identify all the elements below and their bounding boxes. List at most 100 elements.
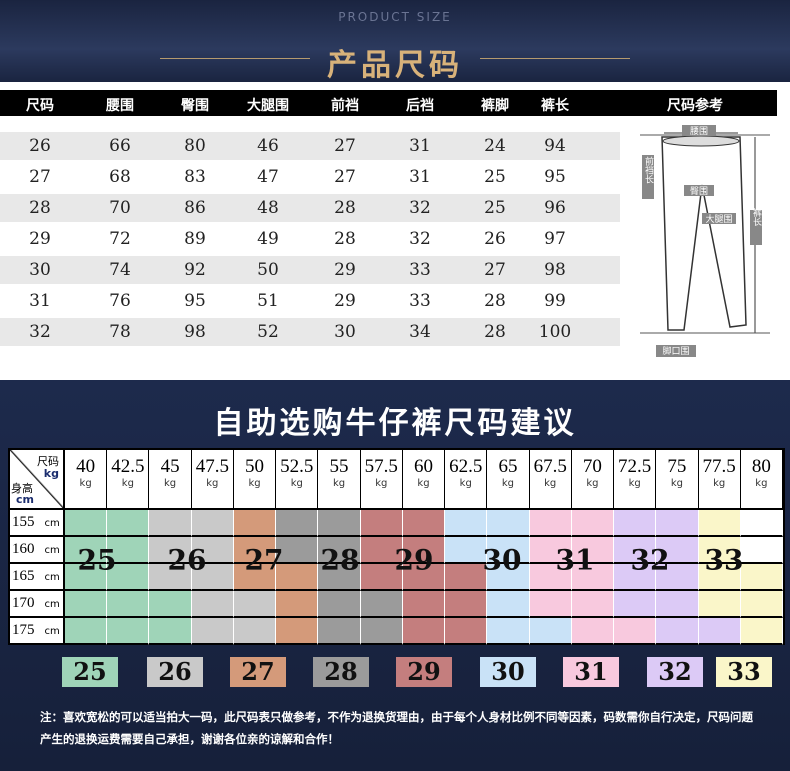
grid-cell-size-32 [614,510,657,537]
table-cell: 76 [109,291,131,311]
weight-unit: kg [670,478,683,489]
weight-unit: kg [713,478,726,489]
grid-cell-size-29 [402,564,446,591]
legend-swatch-32: 32 [647,657,703,687]
svg-text:臀围: 臀围 [690,186,708,197]
table-cell: 49 [257,229,279,249]
grid-cell-size-32 [656,537,699,564]
grid-cell-size-32 [614,537,657,564]
table-cell: 47 [257,167,279,187]
weight-value: 45 [160,456,180,477]
table-cell: 48 [257,198,279,218]
table-cell: 25 [484,167,506,187]
size-overlay-label: 32 [630,543,670,577]
grid-cell-size-26 [191,591,234,618]
size-overlay-label: 33 [704,543,744,577]
table-cell: 27 [29,167,51,187]
grid-cell-size-31 [571,537,615,564]
grid-cell-size-29 [445,564,488,591]
weight-header: 72.5 kg [614,450,657,510]
grid-cell-size-28 [318,510,361,537]
svg-text:前裆长: 前裆长 [643,155,654,184]
table-row: 27 68 83 47 27 31 25 95 [0,163,620,191]
weight-unit: kg [164,478,177,489]
grid-cell-size-none [740,510,783,537]
table-cell: 95 [184,291,206,311]
table-cell: 74 [109,260,131,280]
height-unit: cm [44,572,60,583]
height-label: 175 cm [10,618,65,645]
grid-cell-size-31 [529,564,572,591]
height-unit: cm [44,518,60,529]
grid-cell-size-32 [656,564,699,591]
legend-swatch-26: 26 [147,657,203,687]
column-header: 后裆 [406,98,434,114]
height-label: 165 cm [10,564,65,591]
table-cell: 89 [184,229,206,249]
grid-cell-size-31 [571,564,615,591]
table-cell: 98 [544,260,566,280]
grid-cell-size-29 [445,618,488,645]
grid-cell-size-30 [487,510,530,537]
grid-cell-size-26 [149,510,192,537]
grid-cell-size-31 [529,591,572,618]
table-cell: 70 [109,198,131,218]
corner-kg-label: kg [43,467,59,480]
column-header: 尺码参考 [667,98,723,114]
weight-unit: kg [206,478,219,489]
table-cell: 28 [334,229,356,249]
grid-cell-size-26 [191,564,234,591]
note-text: 注：喜欢宽松的可以适当拍大一码，此尺码表只做参考，不作为退换货理由，由于每个人身… [40,710,753,746]
grid-cell-size-25 [107,564,150,591]
grid-cell-size-25 [65,618,108,645]
grid-cell-size-27 [233,564,277,591]
weight-value: 52.5 [280,456,314,477]
height-value: 160 [12,541,35,557]
weight-value: 77.5 [702,456,736,477]
svg-text:裤长: 裤长 [751,207,762,227]
grid-cell-size-32 [698,618,741,645]
table-cell: 27 [334,136,356,156]
column-header: 裤脚 [481,98,509,114]
weight-header: 60 kg [402,450,446,510]
weight-header: 47.5 kg [191,450,234,510]
pants-diagram: 腰围 前裆长 臀围 大腿围 裤长 脚口围 [640,125,770,357]
weight-header: 62.5 kg [445,450,488,510]
weight-value: 62.5 [449,456,483,477]
grid-cell-size-26 [149,564,192,591]
weight-unit: kg [755,478,768,489]
weight-header: 40 kg [65,450,108,510]
column-header: 大腿围 [247,98,289,114]
corner-size-label: 尺码 [37,455,59,468]
weight-unit: kg [628,478,641,489]
weight-header: 52.5 kg [276,450,319,510]
height-value: 170 [12,595,35,611]
height-value: 165 [12,568,35,584]
size-table-header: 尺码 腰围 臀围 大腿围 前裆 后裆 裤脚 裤长 尺码参考 [0,90,777,116]
table-cell: 94 [544,136,566,156]
size-recommend-grid: 尺码 kg 身高 cm 40 kg 42.5 kg 45 kg 47.5 kg 50 kg 52.5 kg 55… [8,448,785,645]
grid-cell-size-27 [233,510,277,537]
weight-header: 42.5 kg [107,450,150,510]
grid-cell-size-30 [445,537,488,564]
grid-cell-size-33 [698,564,741,591]
table-cell: 31 [409,167,431,187]
weight-value: 70 [582,456,602,477]
height-value: 175 [12,622,35,638]
table-cell: 99 [544,291,566,311]
grid-cell-size-33 [740,564,783,591]
weight-value: 72.5 [618,456,652,477]
grid-cell-size-25 [107,537,150,564]
table-cell: 32 [409,198,431,218]
grid-cell-size-29 [402,510,446,537]
grid-cell-size-31 [614,618,657,645]
grid-cell-size-31 [571,618,615,645]
table-cell: 28 [29,198,51,218]
grid-cell-size-25 [65,564,108,591]
grid-cell-size-26 [233,591,277,618]
weight-value: 75 [667,456,687,477]
weight-unit: kg [544,478,557,489]
table-cell: 66 [109,136,131,156]
weight-value: 50 [245,456,265,477]
table-cell: 52 [257,322,279,342]
